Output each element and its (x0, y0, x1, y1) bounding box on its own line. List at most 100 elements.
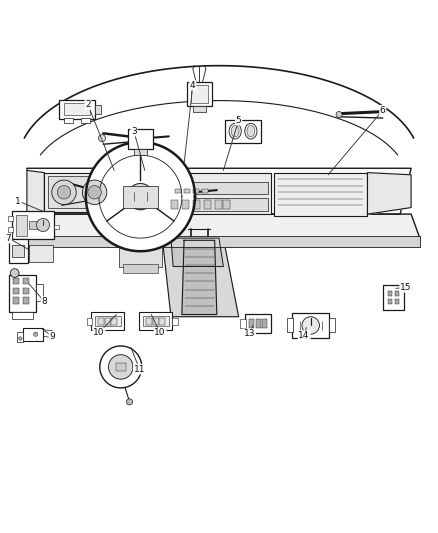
Polygon shape (18, 214, 420, 238)
Text: 14: 14 (298, 331, 310, 340)
Circle shape (57, 185, 71, 199)
Bar (395, 299, 399, 304)
Circle shape (88, 185, 101, 199)
Text: 3: 3 (131, 127, 137, 136)
Bar (152, 318, 159, 325)
Bar (35, 284, 43, 302)
Bar (182, 200, 189, 209)
Bar (256, 319, 261, 328)
Polygon shape (27, 168, 411, 214)
Circle shape (127, 399, 133, 405)
Bar (87, 318, 92, 325)
Bar (146, 318, 152, 325)
Bar (143, 316, 169, 326)
Bar (121, 199, 164, 207)
Text: 10: 10 (154, 328, 166, 337)
Polygon shape (27, 171, 44, 214)
Polygon shape (86, 142, 195, 251)
Text: 2: 2 (85, 100, 91, 109)
Bar (191, 85, 208, 103)
Bar (201, 189, 208, 193)
Bar (134, 149, 147, 155)
Polygon shape (162, 238, 239, 317)
Circle shape (36, 219, 49, 231)
Bar (48, 176, 113, 208)
Bar (98, 318, 104, 325)
Bar (95, 316, 121, 326)
Bar (223, 200, 230, 209)
Bar (172, 318, 177, 325)
Bar (111, 318, 117, 325)
Bar (388, 291, 392, 296)
Bar (53, 225, 59, 229)
Bar (13, 278, 19, 285)
Bar (22, 297, 28, 304)
Bar (81, 118, 90, 123)
Bar (262, 319, 268, 328)
Bar (64, 118, 73, 123)
Bar (245, 313, 272, 333)
Circle shape (99, 135, 106, 142)
Polygon shape (171, 238, 223, 266)
Bar (215, 200, 222, 209)
Bar (274, 173, 367, 216)
Bar (119, 207, 166, 240)
Circle shape (18, 337, 22, 340)
Bar (166, 173, 272, 214)
Text: 5: 5 (236, 116, 241, 125)
Bar (8, 216, 13, 221)
Bar (16, 215, 27, 236)
Bar (225, 120, 261, 142)
Ellipse shape (229, 123, 241, 139)
Bar (22, 328, 43, 341)
Bar (8, 227, 13, 231)
Bar (128, 128, 152, 149)
Polygon shape (100, 346, 142, 388)
Bar (329, 318, 335, 333)
Bar (119, 245, 162, 266)
Circle shape (302, 317, 319, 334)
Bar (123, 185, 158, 207)
Text: 11: 11 (134, 365, 145, 374)
Bar (64, 103, 90, 116)
Bar (139, 312, 172, 330)
Text: 15: 15 (400, 283, 412, 292)
Bar (27, 213, 44, 231)
Bar (10, 275, 35, 312)
Text: 6: 6 (380, 106, 385, 115)
Bar (187, 82, 212, 106)
Bar (159, 318, 165, 325)
Bar (22, 288, 28, 294)
Bar (29, 245, 53, 262)
Bar (116, 362, 126, 372)
Bar (240, 319, 246, 328)
Bar (105, 318, 111, 325)
Bar (171, 200, 178, 209)
Bar (383, 285, 404, 310)
Bar (287, 318, 293, 333)
Polygon shape (109, 354, 133, 379)
Ellipse shape (247, 125, 255, 137)
Bar (193, 200, 200, 209)
Bar (123, 264, 158, 273)
Polygon shape (182, 240, 217, 314)
Bar (91, 312, 124, 330)
Circle shape (82, 180, 107, 205)
Bar (29, 221, 38, 229)
Bar (44, 173, 117, 212)
Text: 7: 7 (6, 233, 11, 243)
Bar (13, 288, 19, 294)
Bar (249, 319, 254, 328)
Polygon shape (127, 183, 153, 210)
Bar (17, 333, 23, 342)
Circle shape (11, 269, 19, 277)
Text: 13: 13 (244, 329, 255, 338)
Bar (388, 299, 392, 304)
Bar (22, 278, 28, 285)
Bar (9, 239, 28, 263)
Bar (18, 236, 420, 247)
Bar (193, 189, 199, 193)
Text: 10: 10 (93, 328, 105, 337)
Circle shape (52, 180, 76, 205)
Circle shape (33, 332, 38, 336)
